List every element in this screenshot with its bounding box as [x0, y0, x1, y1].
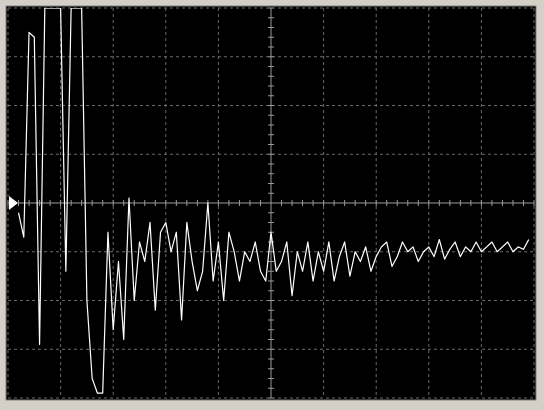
- trigger-marker: [9, 196, 18, 210]
- trace: [17, 8, 530, 394]
